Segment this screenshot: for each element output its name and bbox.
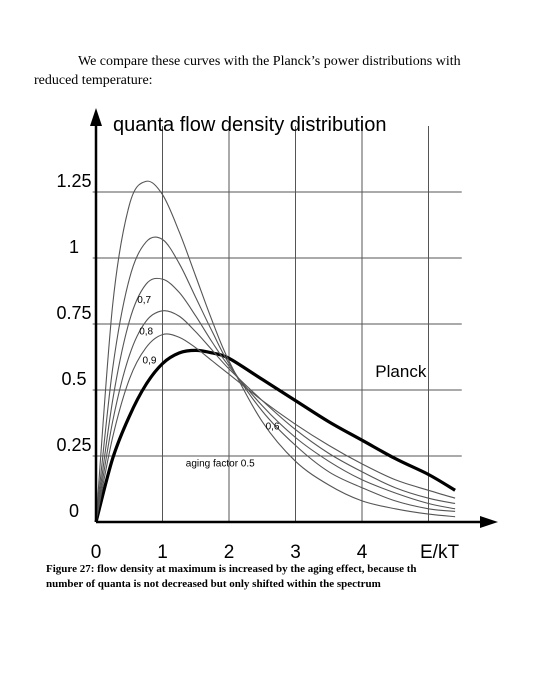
x-tick-label: 3 (290, 542, 301, 563)
figure-caption: Figure 27: flow density at maximum is in… (46, 562, 500, 592)
series-line-0-9 (95, 333, 456, 523)
y-axis-arrow-icon (90, 108, 102, 126)
x-axis-label: E/kT (420, 542, 459, 563)
series-line-0-6 (95, 236, 456, 523)
curve-labels: Planck 0,9 0,8 0,7 0,6 aging factor 0.5 (137, 295, 427, 470)
series-line-aging-factor-0-5 (95, 180, 456, 523)
y-tick-label: 1.25 (56, 171, 91, 191)
x-axis-arrow-icon (480, 516, 498, 528)
chart-curves (94, 180, 456, 523)
x-tick-label: 2 (224, 542, 235, 563)
x-tick-label: 1 (157, 542, 168, 563)
x-tick-label: 0 (91, 542, 102, 563)
y-tick-label: 0.75 (56, 303, 91, 323)
series-line-0-7 (95, 277, 456, 523)
y-tick-label: 1 (69, 237, 79, 257)
intro-line-2: reduced temperature: (34, 73, 153, 88)
series-label-0-9: 0,9 (143, 356, 157, 367)
series-label-0-8: 0,8 (139, 327, 153, 338)
x-tick-label: 4 (357, 542, 368, 563)
chart-tick-labels: 0 0.25 0.5 0.75 1 1.25 0 1 2 3 4 (56, 171, 367, 563)
series-label-aging-factor-0-5: aging factor 0.5 (186, 459, 255, 470)
series-line-0-8 (95, 310, 456, 523)
y-tick-label: 0.25 (56, 435, 91, 455)
intro-line-1: We compare these curves with the Planck’… (78, 54, 461, 69)
series-label-planck: Planck (375, 362, 427, 381)
series-line-planck (94, 348, 456, 523)
series-label-0-7: 0,7 (137, 295, 151, 306)
chart-title: quanta flow density distribution (113, 114, 387, 136)
y-tick-label: 0 (69, 501, 79, 521)
chart-grid (92, 126, 462, 522)
caption-line-1: Figure 27: flow density at maximum is in… (46, 563, 417, 575)
series-label-0-6: 0,6 (266, 422, 280, 433)
y-tick-label: 0.5 (61, 369, 86, 389)
chart-axes (90, 108, 498, 528)
quanta-flow-chart: 0 0.25 0.5 0.75 1 1.25 0 1 2 3 4 quanta flow densi… (56, 108, 498, 563)
caption-line-2: number of quanta is not decreased but on… (46, 578, 381, 590)
intro-paragraph: We compare these curves with the Planck’… (34, 52, 498, 90)
